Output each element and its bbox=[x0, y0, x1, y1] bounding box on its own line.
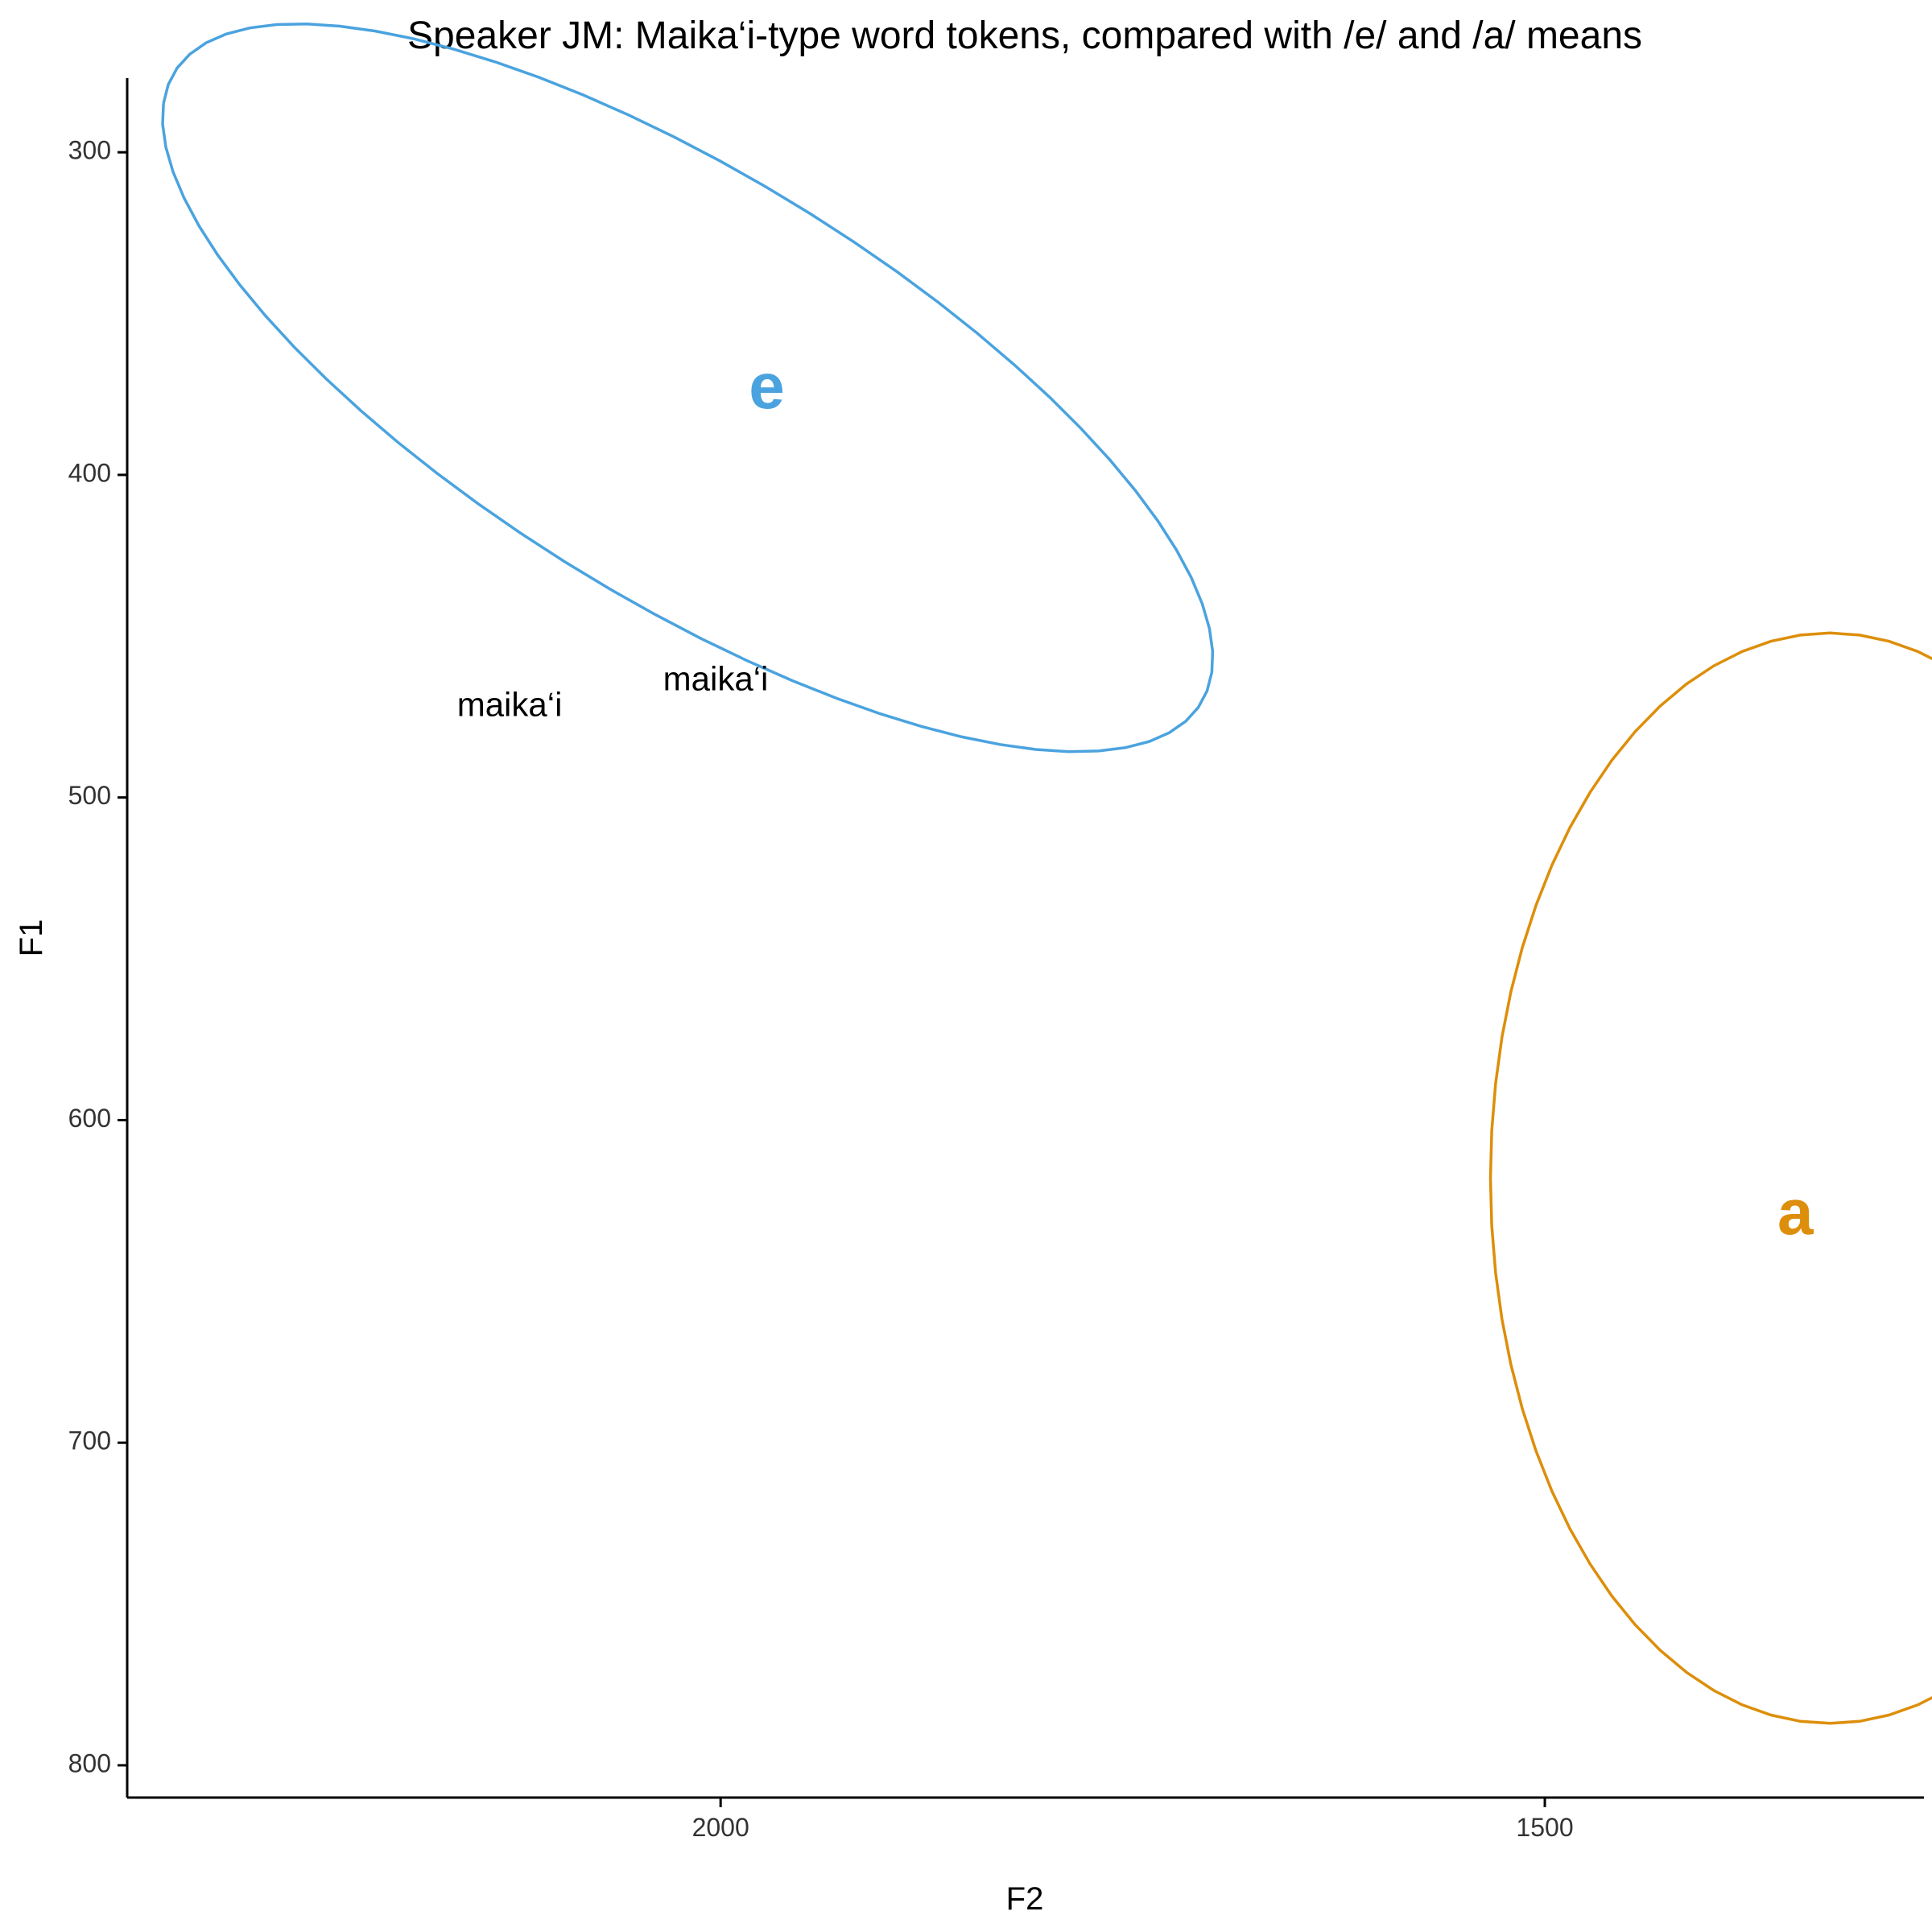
y-tick-label: 400 bbox=[68, 458, 111, 487]
mean-layer: ea bbox=[749, 350, 1814, 1248]
ellipse-e bbox=[161, 23, 1215, 753]
y-tick-label: 700 bbox=[68, 1426, 111, 1455]
y-tick-label: 600 bbox=[68, 1104, 111, 1133]
vowel-mean-a: a bbox=[1777, 1176, 1814, 1248]
x-axis-ticks: 2000 1500 bbox=[692, 1798, 1574, 1842]
token-label: maika‘i bbox=[663, 659, 769, 697]
x-axis-title: F2 bbox=[1006, 1881, 1044, 1917]
ellipse-layer bbox=[161, 23, 1932, 1725]
ellipse-a bbox=[1488, 631, 1932, 1725]
y-axis-ticks: 300 400 500 600 700 800 bbox=[68, 136, 127, 1777]
y-tick-label: 800 bbox=[68, 1748, 111, 1777]
token-layer: maika‘i maika‘i bbox=[457, 659, 769, 723]
x-tick-label: 2000 bbox=[692, 1813, 749, 1842]
chart-title: Speaker JM: Maika‘i-type word tokens, co… bbox=[407, 14, 1642, 57]
vowel-mean-e: e bbox=[749, 350, 785, 422]
y-axis-title: F1 bbox=[14, 919, 49, 957]
y-tick-label: 300 bbox=[68, 136, 111, 165]
token-label: maika‘i bbox=[457, 686, 563, 724]
x-tick-label: 1500 bbox=[1516, 1813, 1573, 1842]
y-tick-label: 500 bbox=[68, 781, 111, 810]
